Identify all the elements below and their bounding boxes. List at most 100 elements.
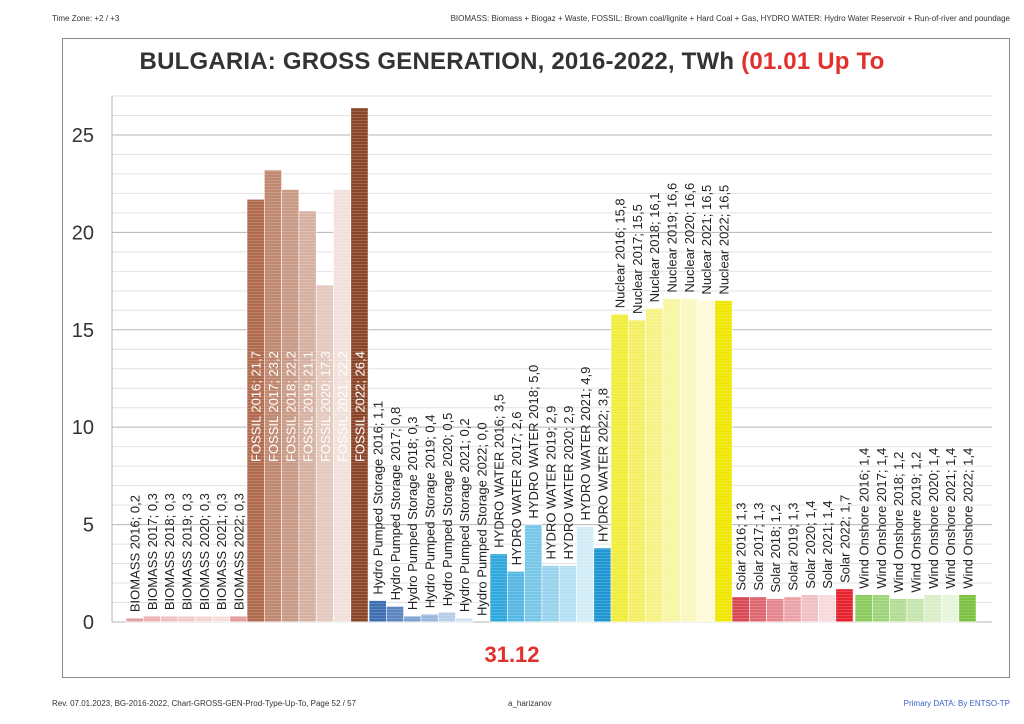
data-label: Wind Onshore 2021; 1,4	[943, 448, 958, 589]
bar-texture	[766, 598, 784, 622]
author-label: a_harizanov	[508, 699, 552, 708]
data-label: Wind Onshore 2022; 1,4	[960, 448, 975, 589]
data-label: FOSSIL 2018; 22,2	[283, 351, 298, 462]
data-label: Solar 2022; 1,7	[837, 495, 852, 583]
data-label: Nuclear 2020; 16,6	[682, 183, 697, 293]
bar-texture	[247, 199, 265, 623]
data-label: Solar 2017; 1,3	[751, 502, 766, 590]
bar-texture	[229, 616, 248, 622]
bar-texture	[195, 616, 213, 622]
data-label: BIOMASS 2020; 0,3	[197, 493, 212, 610]
data-label: FOSSIL 2016; 21,7	[249, 351, 264, 462]
data-label: FOSSIL 2020; 17,3	[318, 351, 333, 462]
bar-texture	[298, 210, 317, 622]
data-label: Nuclear 2022; 16,5	[716, 185, 731, 295]
data-label: Hydro Pumped Storage 2019; 0,4	[423, 415, 438, 609]
bar-texture	[783, 596, 802, 622]
data-label: Solar 2019; 1,3	[786, 502, 801, 590]
data-label: BIOMASS 2019; 0,3	[180, 493, 195, 610]
data-label: FOSSIL 2021; 22,2	[335, 351, 350, 462]
bar-texture	[559, 565, 577, 622]
data-label: Solar 2018; 1,2	[768, 504, 783, 592]
data-label: BIOMASS 2022; 0,3	[231, 493, 246, 610]
bar-texture	[264, 170, 282, 622]
data-label: Wind Onshore 2017; 1,4	[874, 448, 889, 589]
data-label: HYDRO WATER 2022; 3,8	[595, 388, 610, 542]
data-label: Solar 2021; 1,4	[820, 501, 835, 589]
bar-texture	[732, 596, 750, 622]
y-tick-label: 0	[83, 612, 94, 634]
bar-texture	[593, 547, 612, 622]
bar-texture	[143, 616, 161, 622]
bar-texture	[941, 594, 959, 622]
data-label: Wind Onshore 2019; 1,2	[909, 452, 924, 593]
bar-texture	[801, 594, 819, 622]
data-label: HYDRO WATER 2017; 2,6	[509, 411, 524, 565]
data-label: HYDRO WATER 2018; 5,0	[526, 365, 541, 519]
data-label: Nuclear 2016; 15,8	[613, 198, 628, 308]
data-label: Nuclear 2018; 16,1	[647, 192, 662, 302]
data-label: Hydro Pumped Storage 2017; 0,8	[388, 407, 403, 601]
bar-texture	[924, 594, 942, 622]
y-tick-label: 5	[83, 515, 94, 537]
y-tick-label: 25	[72, 125, 94, 147]
data-label: Hydro Pumped Storage 2022; 0,0	[474, 422, 489, 616]
data-label: BIOMASS 2017; 0,3	[145, 493, 160, 610]
data-label: Nuclear 2017; 15,5	[630, 204, 645, 314]
data-label: FOSSIL 2017; 23,2	[266, 351, 281, 462]
bar-texture	[645, 308, 663, 622]
bar-texture	[628, 320, 646, 622]
bar-texture	[749, 596, 767, 622]
bar-texture	[835, 588, 854, 622]
data-label: Hydro Pumped Storage 2016; 1,1	[371, 401, 386, 595]
bar-texture	[386, 606, 404, 622]
data-label: Hydro Pumped Storage 2020; 0,5	[440, 413, 455, 607]
data-label: FOSSIL 2019; 21,1	[301, 351, 316, 462]
bar-texture	[889, 598, 907, 622]
data-label: Hydro Pumped Storage 2021; 0,2	[457, 418, 472, 612]
timezone-label: Time Zone: +2 / +3	[52, 14, 120, 23]
revision-note: Rev. 07.01.2023, BG-2016-2022, Chart-GRO…	[52, 699, 356, 708]
bar-texture	[576, 526, 594, 622]
bar-texture	[316, 284, 334, 622]
bar-texture	[541, 565, 560, 622]
bar-texture	[680, 298, 698, 622]
data-label: HYDRO WATER 2021; 4,9	[578, 367, 593, 521]
data-label: HYDRO WATER 2016; 3,5	[492, 394, 507, 548]
bar-texture	[872, 594, 890, 622]
bar-texture	[420, 614, 439, 622]
data-label: HYDRO WATER 2020; 2,9	[561, 406, 576, 560]
bar-texture	[126, 618, 144, 622]
bar-texture	[662, 298, 681, 622]
bar-texture	[507, 571, 525, 622]
y-tick-label: 15	[72, 320, 94, 342]
data-label: Solar 2020; 1,4	[803, 501, 818, 589]
bar-texture	[212, 616, 230, 622]
bar-texture	[403, 616, 421, 622]
bar-texture	[697, 300, 715, 622]
bar-texture	[369, 600, 387, 622]
chart-frame	[62, 38, 1010, 678]
chart-title-main: BULGARIA: GROSS GENERATION, 2016-2022, T…	[139, 48, 742, 75]
y-tick-label: 20	[72, 222, 94, 244]
bar-texture	[958, 594, 977, 622]
bar-texture	[350, 107, 369, 622]
bar-texture	[160, 616, 178, 622]
bar-texture	[818, 594, 836, 622]
data-label: HYDRO WATER 2019; 2,9	[544, 406, 559, 560]
data-label: Solar 2016; 1,3	[734, 502, 749, 590]
data-label: BIOMASS 2021; 0,3	[214, 493, 229, 610]
legend-note: BIOMASS: Biomass + Biogaz + Waste, FOSSI…	[450, 14, 1010, 23]
chart-title-accent: (01.01 Up To	[741, 48, 885, 75]
bar-texture	[906, 598, 925, 622]
bar-texture	[524, 524, 542, 622]
data-label: Hydro Pumped Storage 2018; 0,3	[405, 416, 420, 610]
data-label: Wind Onshore 2020; 1,4	[926, 448, 941, 589]
chart-title: BULGARIA: GROSS GENERATION, 2016-2022, T…	[0, 48, 1024, 76]
bar-texture	[611, 314, 629, 622]
data-label: BIOMASS 2018; 0,3	[162, 493, 177, 610]
y-tick-label: 10	[72, 417, 94, 439]
data-source: Primary DATA: By ENTSO-TP	[903, 699, 1010, 708]
bar-texture	[281, 189, 299, 622]
